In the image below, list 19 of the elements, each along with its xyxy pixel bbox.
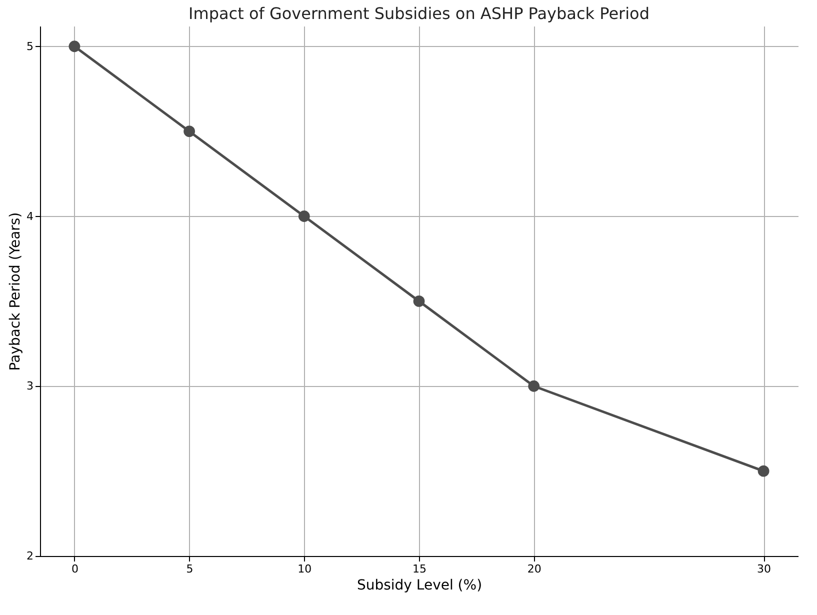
x-tick-label: 10 <box>298 562 312 576</box>
point <box>298 210 310 222</box>
y-tick-label: 2 <box>26 550 34 562</box>
point <box>758 465 770 477</box>
point <box>184 126 196 138</box>
x-axis-title: Subsidy Level (%) <box>356 578 482 594</box>
y-axis-title: Payback Period (Years) <box>8 212 24 371</box>
y-tick-label: 5 <box>26 40 34 53</box>
x-tick-label: 0 <box>71 562 78 576</box>
point <box>413 296 425 307</box>
chart-title: Impact of Government Subsidies on ASHP Payback Period <box>188 4 650 23</box>
y-tick-label: 3 <box>26 380 34 393</box>
point <box>68 40 80 52</box>
y-tick-label: 4 <box>26 210 34 223</box>
x-tick-label: 5 <box>186 562 194 576</box>
x-tick-label: 30 <box>757 562 772 576</box>
x-tick-label: 15 <box>412 562 426 576</box>
x-tick-label: 20 <box>527 562 542 576</box>
point <box>528 380 540 392</box>
